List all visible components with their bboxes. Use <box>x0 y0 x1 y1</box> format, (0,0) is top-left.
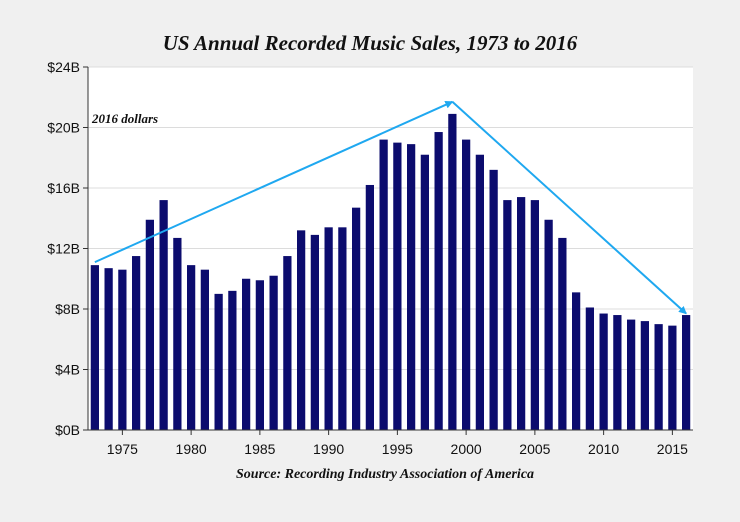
bar <box>104 268 113 430</box>
bar <box>118 269 127 430</box>
bar <box>187 265 196 430</box>
bars <box>90 113 691 430</box>
trend-arrows <box>94 100 687 315</box>
bar <box>475 154 484 430</box>
bar <box>448 113 457 430</box>
bar <box>145 219 154 430</box>
bar <box>200 269 209 430</box>
bar <box>599 313 608 430</box>
y-tick-label: $24B <box>47 59 80 75</box>
bar <box>283 256 292 430</box>
axes: $0B $4B $8B $12B $16B $20B $24B 1975 1980 1985 199… <box>47 59 693 457</box>
bar <box>132 256 141 430</box>
x-tick-label: 2000 <box>451 441 482 457</box>
bar <box>558 237 567 430</box>
bar <box>352 207 361 430</box>
bar <box>269 275 278 430</box>
x-tick-label: 2010 <box>588 441 619 457</box>
bar <box>310 234 319 430</box>
x-tick-label: 1990 <box>313 441 344 457</box>
bar <box>324 227 333 430</box>
bar <box>544 219 553 430</box>
bar <box>297 230 306 430</box>
bar <box>420 154 429 430</box>
bar <box>393 142 402 430</box>
bar <box>90 265 99 430</box>
bar <box>365 184 374 430</box>
bar <box>530 200 539 430</box>
source-note: Source: Recording Industry Association o… <box>236 467 535 482</box>
bar <box>640 321 649 430</box>
bar <box>572 292 581 430</box>
bar <box>407 144 416 430</box>
y-tick-label: $20B <box>47 120 80 136</box>
trend-arrow <box>94 100 454 264</box>
bar <box>379 139 388 430</box>
bar <box>503 200 512 430</box>
bar <box>585 307 594 430</box>
y-tick-label: $8B <box>55 301 80 317</box>
bar <box>627 319 636 430</box>
bar <box>613 315 622 430</box>
bar <box>214 293 223 430</box>
bar <box>668 325 677 430</box>
bar <box>462 139 471 430</box>
bar <box>434 132 443 430</box>
bar <box>242 278 251 430</box>
x-tick-label: 1975 <box>107 441 138 457</box>
bar <box>682 315 691 430</box>
x-tick-label: 1980 <box>176 441 207 457</box>
x-tick-label: 1985 <box>244 441 275 457</box>
x-tick-label: 2015 <box>657 441 688 457</box>
bar <box>517 197 526 430</box>
bar <box>338 227 347 430</box>
unit-note: 2016 dollars <box>91 111 158 126</box>
bar <box>489 169 498 430</box>
chart-title: US Annual Recorded Music Sales, 1973 to … <box>162 31 578 55</box>
bar <box>228 290 237 430</box>
bar <box>255 280 264 430</box>
y-tick-label: $4B <box>55 362 80 378</box>
y-tick-label: $0B <box>55 422 80 438</box>
x-tick-label: 1995 <box>382 441 413 457</box>
y-tick-label: $16B <box>47 180 80 196</box>
y-tick-label: $12B <box>47 241 80 257</box>
trend-arrow <box>451 101 687 315</box>
bar <box>654 324 663 430</box>
bar <box>159 200 168 430</box>
bar <box>173 237 182 430</box>
x-tick-label: 2005 <box>519 441 550 457</box>
